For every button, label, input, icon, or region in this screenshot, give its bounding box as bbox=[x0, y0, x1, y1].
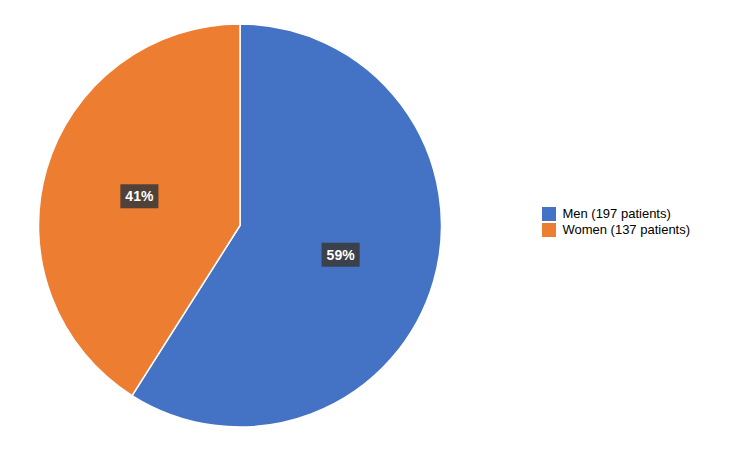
svg-text:59%: 59% bbox=[327, 247, 356, 263]
html-text:Women (137 patients): Women (137 patients) bbox=[562, 222, 691, 238]
svg-text:41%: 41% bbox=[125, 188, 154, 204]
html-text:Men (197 patients): Men (197 patients) bbox=[562, 206, 671, 222]
